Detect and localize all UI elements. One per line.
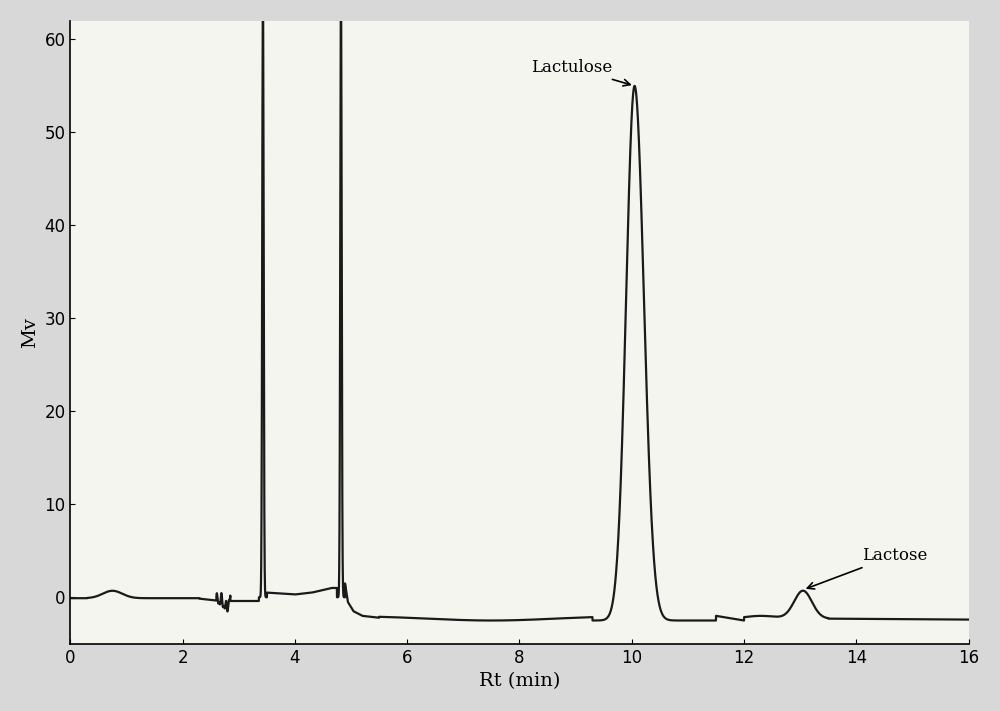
- Text: Lactose: Lactose: [807, 547, 927, 589]
- X-axis label: Rt (min): Rt (min): [479, 672, 560, 690]
- Y-axis label: Mv: Mv: [21, 317, 39, 348]
- Text: Lactulose: Lactulose: [531, 59, 630, 86]
